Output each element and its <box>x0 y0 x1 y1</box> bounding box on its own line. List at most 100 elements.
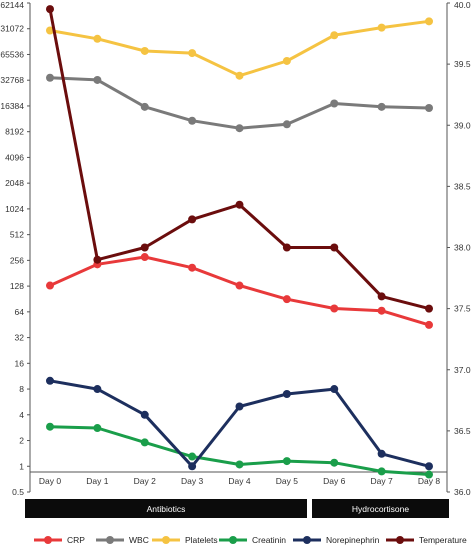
data-point-creatinin <box>425 470 433 479</box>
data-point-norepinephrin <box>425 462 433 471</box>
left-tick-label: 64 <box>15 307 25 317</box>
data-point-crp <box>235 281 244 290</box>
data-point-temperature <box>330 243 339 252</box>
left-tick-label: 16 <box>15 358 25 368</box>
legend-swatch-marker <box>229 536 237 544</box>
left-tick-label: 131072 <box>0 24 24 34</box>
left-tick-label: 4096 <box>5 152 24 162</box>
legend-label: WBC <box>129 535 149 545</box>
data-point-crp <box>188 263 197 272</box>
left-tick-label: 2 <box>19 436 24 446</box>
series-line-norepinephrin <box>49 379 430 468</box>
x-tick-label: Day 1 <box>86 476 108 486</box>
data-point-platelets <box>235 71 244 80</box>
legend-swatch-marker <box>106 536 114 544</box>
right-tick-label: 36.0 <box>454 487 471 497</box>
left-tick-label: 0.5 <box>12 487 24 497</box>
right-tick-label: 40.0 <box>454 0 471 10</box>
legend-swatch-marker <box>396 536 404 544</box>
left-tick-label: 65536 <box>0 49 24 59</box>
data-point-platelets <box>377 23 386 32</box>
legend-label: Norepinephrin <box>326 535 380 545</box>
series-line-crp <box>49 255 430 327</box>
left-tick-label: 256 <box>10 255 24 265</box>
data-point-norepinephrin <box>377 449 386 458</box>
x-tick-label: Day 7 <box>371 476 393 486</box>
legend-swatch-marker <box>303 536 311 544</box>
data-point-crp <box>140 253 149 262</box>
data-point-crp <box>330 304 339 313</box>
data-point-platelets <box>425 17 433 26</box>
series-line-wbc <box>49 76 430 130</box>
treatment-bar-antibiotics <box>25 499 307 518</box>
data-point-temperature <box>425 304 433 313</box>
treatment-bar-label: Hydrocortisone <box>352 504 409 514</box>
right-tick-label: 38.5 <box>454 181 471 191</box>
right-axis: 36.0 36.5 37.0 37.5 38.0 38.5 39.0 39.5 40.0 <box>446 0 471 497</box>
data-point-platelets <box>282 56 291 65</box>
data-point-creatinin <box>140 438 149 447</box>
data-point-crp <box>46 281 54 290</box>
data-point-temperature <box>140 243 149 252</box>
data-point-temperature <box>282 243 291 252</box>
data-point-temperature <box>46 5 54 14</box>
data-point-creatinin <box>377 467 386 476</box>
data-point-crp <box>282 295 291 304</box>
data-point-creatinin <box>282 457 291 466</box>
data-point-wbc <box>93 75 102 84</box>
treatment-bar-label: Antibiotics <box>147 504 186 514</box>
legend-swatch-marker <box>44 536 52 544</box>
data-point-temperature <box>93 255 102 264</box>
legend-swatch-marker <box>162 536 170 544</box>
x-tick-label: Day 2 <box>134 476 156 486</box>
left-tick-label: 1 <box>19 461 24 471</box>
right-tick-label: 38.0 <box>454 243 471 253</box>
legend-label: Temperature <box>419 535 467 545</box>
data-point-platelets <box>93 34 102 43</box>
left-tick-label: 1024 <box>5 204 24 214</box>
x-axis: Day 0 Day 1 Day 2 Day 3 Day 4 Day 5 Day 6 Day 7… <box>30 471 447 486</box>
data-point-wbc <box>282 120 291 129</box>
right-tick-label: 36.5 <box>454 426 471 436</box>
legend-label: Platelets <box>185 535 218 545</box>
x-tick-label: Day 3 <box>181 476 203 486</box>
data-point-creatinin <box>93 424 102 433</box>
data-point-norepinephrin <box>188 462 197 471</box>
series-lines <box>46 5 433 479</box>
left-axis: 0.5 1 2 4 8 16 32 64 128 256 512 1024 2048 4096 8192 16… <box>0 0 31 497</box>
data-point-temperature <box>235 200 244 209</box>
x-tick-label: Day 5 <box>276 476 298 486</box>
legend-label: Creatinin <box>252 535 286 545</box>
treatment-bars: Antibiotics Hydrocortisone <box>25 499 449 518</box>
data-point-norepinephrin <box>46 376 54 385</box>
data-point-wbc <box>140 102 149 111</box>
data-point-platelets <box>330 31 339 40</box>
data-point-wbc <box>330 99 339 108</box>
data-point-wbc <box>188 116 197 125</box>
left-tick-label: 8192 <box>5 127 24 137</box>
data-point-norepinephrin <box>140 410 149 419</box>
x-tick-label: Day 0 <box>39 476 61 486</box>
data-point-platelets <box>140 46 149 55</box>
data-point-crp <box>425 320 433 329</box>
data-point-temperature <box>377 292 386 301</box>
right-tick-label: 37.5 <box>454 304 471 314</box>
series-line-platelets <box>49 19 430 78</box>
left-tick-label: 32768 <box>0 75 24 85</box>
data-point-norepinephrin <box>282 390 291 399</box>
data-point-norepinephrin <box>330 385 339 394</box>
legend: CRP WBC Platelets Creatinin Norepinephrin Tem… <box>34 535 467 545</box>
data-point-platelets <box>46 26 54 35</box>
data-point-creatinin <box>46 422 54 431</box>
right-tick-label: 39.0 <box>454 120 471 130</box>
data-point-platelets <box>188 49 197 58</box>
data-point-creatinin <box>235 460 244 469</box>
left-tick-label: 8 <box>19 384 24 394</box>
left-tick-label: 32 <box>15 333 25 343</box>
x-tick-label: Day 4 <box>228 476 250 486</box>
data-point-norepinephrin <box>235 402 244 411</box>
data-point-temperature <box>188 215 197 224</box>
legend-label: CRP <box>67 535 85 545</box>
